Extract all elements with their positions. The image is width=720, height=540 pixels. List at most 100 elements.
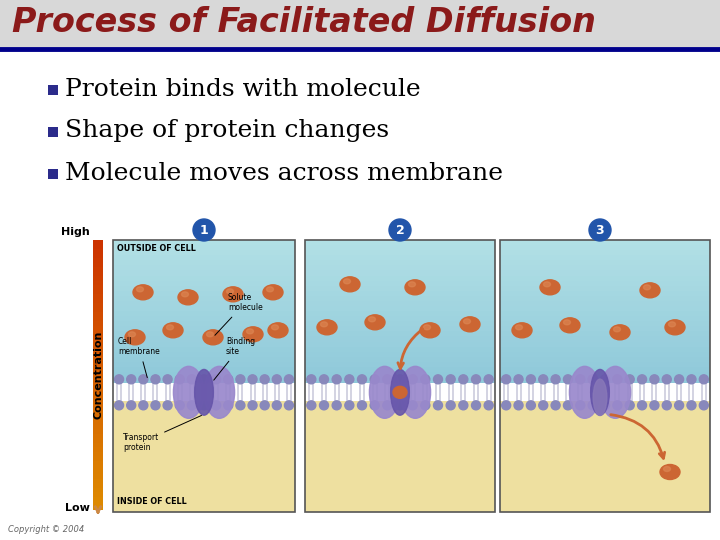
Circle shape [236, 375, 245, 384]
Circle shape [320, 401, 328, 410]
FancyBboxPatch shape [93, 505, 103, 510]
Ellipse shape [227, 289, 233, 294]
FancyBboxPatch shape [93, 429, 103, 434]
Circle shape [446, 401, 455, 410]
Circle shape [576, 375, 585, 384]
FancyBboxPatch shape [305, 346, 495, 352]
FancyBboxPatch shape [305, 291, 495, 296]
FancyBboxPatch shape [93, 307, 103, 312]
Ellipse shape [343, 279, 351, 284]
Ellipse shape [320, 322, 328, 327]
FancyBboxPatch shape [305, 295, 495, 301]
FancyBboxPatch shape [93, 285, 103, 289]
FancyBboxPatch shape [93, 321, 103, 326]
FancyBboxPatch shape [93, 393, 103, 397]
FancyBboxPatch shape [93, 438, 103, 442]
FancyBboxPatch shape [113, 372, 295, 377]
FancyBboxPatch shape [93, 442, 103, 447]
Ellipse shape [365, 315, 385, 330]
FancyBboxPatch shape [500, 275, 710, 281]
Circle shape [502, 375, 510, 384]
FancyBboxPatch shape [113, 245, 295, 250]
Circle shape [395, 401, 405, 410]
Circle shape [408, 401, 417, 410]
Text: Shape of protein changes: Shape of protein changes [65, 119, 389, 143]
Circle shape [248, 375, 257, 384]
FancyBboxPatch shape [500, 336, 710, 341]
FancyBboxPatch shape [93, 420, 103, 424]
FancyBboxPatch shape [500, 310, 710, 316]
FancyBboxPatch shape [305, 393, 495, 512]
FancyBboxPatch shape [500, 361, 710, 367]
Circle shape [613, 401, 622, 410]
FancyBboxPatch shape [113, 393, 295, 512]
Circle shape [187, 401, 197, 410]
Ellipse shape [408, 282, 415, 287]
FancyBboxPatch shape [93, 272, 103, 276]
FancyBboxPatch shape [305, 336, 495, 341]
FancyBboxPatch shape [500, 260, 710, 265]
Ellipse shape [420, 323, 440, 338]
FancyBboxPatch shape [93, 294, 103, 299]
FancyBboxPatch shape [113, 280, 295, 286]
Circle shape [127, 401, 135, 410]
FancyBboxPatch shape [93, 258, 103, 262]
Ellipse shape [512, 323, 532, 338]
Ellipse shape [405, 280, 425, 295]
Circle shape [675, 401, 683, 410]
Circle shape [212, 401, 220, 410]
Circle shape [199, 401, 209, 410]
Ellipse shape [125, 330, 145, 345]
Ellipse shape [560, 318, 580, 333]
Ellipse shape [665, 320, 685, 335]
Circle shape [484, 375, 493, 384]
Ellipse shape [593, 379, 607, 415]
FancyBboxPatch shape [305, 383, 495, 401]
Ellipse shape [340, 277, 360, 292]
FancyBboxPatch shape [305, 376, 495, 382]
Ellipse shape [246, 329, 253, 334]
FancyBboxPatch shape [113, 295, 295, 301]
Ellipse shape [460, 317, 480, 332]
Ellipse shape [393, 386, 407, 399]
Ellipse shape [668, 322, 675, 327]
FancyBboxPatch shape [305, 326, 495, 332]
Ellipse shape [271, 325, 279, 330]
Text: Solute
molecule: Solute molecule [215, 293, 263, 335]
Circle shape [539, 375, 548, 384]
Circle shape [284, 375, 294, 384]
FancyBboxPatch shape [500, 341, 710, 347]
Circle shape [526, 375, 536, 384]
FancyBboxPatch shape [500, 351, 710, 357]
FancyBboxPatch shape [305, 306, 495, 311]
FancyBboxPatch shape [305, 316, 495, 321]
Ellipse shape [391, 369, 410, 415]
Circle shape [320, 375, 328, 384]
Ellipse shape [613, 327, 621, 332]
FancyBboxPatch shape [500, 270, 710, 275]
Circle shape [307, 401, 316, 410]
Circle shape [332, 375, 341, 384]
Ellipse shape [166, 325, 174, 330]
Ellipse shape [423, 325, 431, 330]
FancyBboxPatch shape [93, 380, 103, 384]
Circle shape [650, 375, 659, 384]
Circle shape [625, 401, 634, 410]
FancyBboxPatch shape [305, 356, 495, 362]
Circle shape [163, 401, 172, 410]
Text: Low: Low [65, 503, 90, 513]
FancyBboxPatch shape [305, 361, 495, 367]
FancyBboxPatch shape [113, 336, 295, 341]
Circle shape [272, 401, 282, 410]
Circle shape [650, 401, 659, 410]
Circle shape [212, 375, 220, 384]
FancyBboxPatch shape [93, 316, 103, 321]
Circle shape [307, 375, 316, 384]
Circle shape [433, 375, 443, 384]
FancyBboxPatch shape [500, 249, 710, 255]
FancyBboxPatch shape [93, 253, 103, 258]
FancyBboxPatch shape [305, 270, 495, 275]
Circle shape [472, 401, 480, 410]
Circle shape [588, 401, 597, 410]
FancyBboxPatch shape [93, 245, 103, 249]
